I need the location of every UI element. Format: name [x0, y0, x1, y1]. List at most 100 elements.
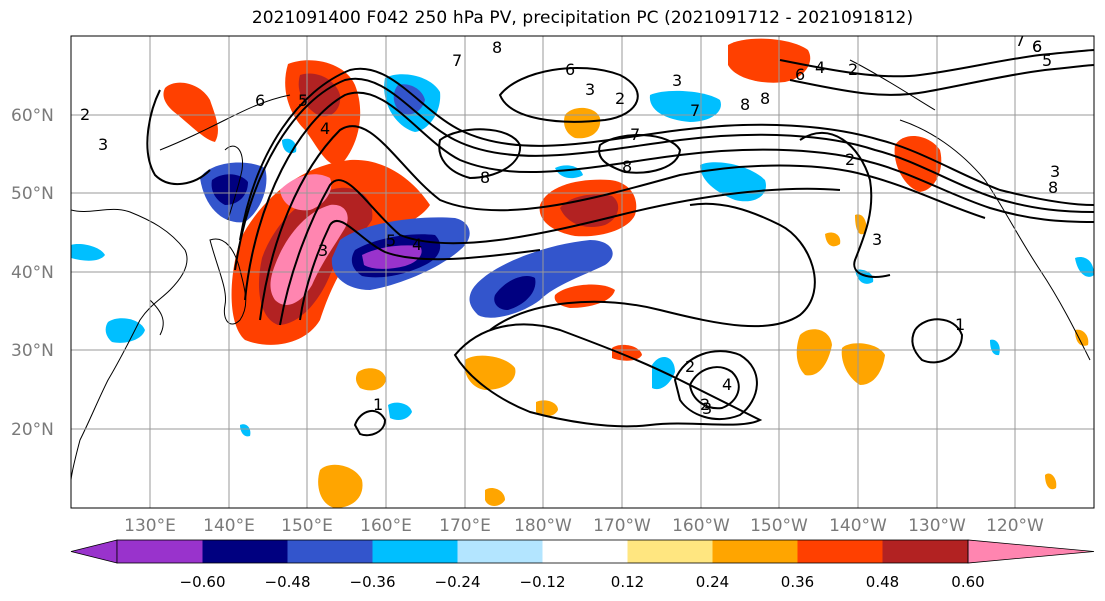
contour-label: 5	[298, 91, 308, 110]
colorbar-tick-label: 0.24	[696, 573, 729, 591]
precip-blob	[105, 318, 145, 343]
lon-label: 130°W	[908, 516, 966, 536]
contour-label: 2	[848, 60, 858, 79]
colorbar-segment	[287, 540, 373, 563]
lon-label: 140°E	[203, 516, 255, 536]
pv-contour	[244, 91, 1094, 301]
contour-label: 3	[98, 135, 108, 154]
contour-label: 5	[386, 231, 396, 250]
lon-label: 180°W	[514, 516, 572, 536]
lat-label: 30°N	[11, 341, 54, 361]
colorbar-tick-label: −0.48	[265, 573, 311, 591]
pv-contour	[673, 350, 758, 420]
lon-label: 160°E	[360, 516, 412, 536]
colorbar-segment	[627, 540, 713, 563]
contour-label: 6	[1032, 37, 1042, 56]
pv-contour	[453, 323, 763, 428]
map-title: 2021091400 F042 250 hPa PV, precipitatio…	[251, 8, 914, 28]
lat-label: 50°N	[11, 184, 54, 204]
precip-blob	[318, 464, 363, 508]
lon-label: 130°E	[124, 516, 176, 536]
contour-label: 2	[700, 395, 710, 414]
colorbar-segment	[372, 540, 458, 563]
pv-contour	[146, 89, 211, 186]
colorbar-tick-label: 0.60	[951, 573, 984, 591]
contour-label: 3	[585, 80, 595, 99]
colorbar-segment	[117, 540, 203, 563]
pv-contours	[146, 49, 1094, 437]
contour-label: 3	[872, 230, 882, 249]
pv-contour	[598, 134, 682, 174]
precip-blob	[362, 245, 422, 269]
precip-blob	[494, 275, 536, 310]
lon-label: 170°W	[593, 516, 651, 536]
pv-contour	[911, 318, 964, 364]
colorbar-tick-label: −0.12	[520, 573, 566, 591]
coast-alaska	[849, 59, 936, 111]
pv-contour	[779, 49, 1094, 78]
coast-korea	[149, 299, 164, 336]
pv-contour	[299, 219, 541, 321]
pv-contour	[353, 410, 387, 437]
contour-label: 8	[740, 95, 750, 114]
pv-contour	[498, 66, 639, 123]
lon-axis: 130°E 140°E 150°E 160°E 170°E 180°W 170°…	[124, 516, 1044, 536]
colorbar-tick-label: 0.36	[781, 573, 814, 591]
colorbar-arrow-left	[70, 539, 118, 564]
map-frame	[70, 35, 1095, 509]
precip-blob	[841, 343, 885, 385]
contour-label: 8	[760, 89, 770, 108]
pv-contour	[799, 131, 891, 278]
contour-label: 8	[492, 38, 502, 57]
contour-label: 6	[255, 91, 265, 110]
lat-axis: 60°N 50°N 40°N 30°N 20°N	[11, 106, 54, 440]
colorbar-segment	[202, 540, 288, 563]
contour-label: 7	[630, 125, 640, 144]
pv-contour	[234, 77, 1094, 271]
lat-label: 60°N	[11, 106, 54, 126]
coast-okhotsk	[159, 94, 291, 151]
colorbar-segment	[712, 540, 798, 563]
precip-blob	[1045, 473, 1057, 490]
precip-blob	[485, 488, 505, 506]
colorbar-tick-label: −0.36	[350, 573, 396, 591]
contour-label: 3	[702, 399, 712, 418]
contour-label: 5	[1042, 51, 1052, 70]
contour-label: 1	[955, 315, 965, 334]
precip-blob	[355, 368, 386, 391]
precip-blob	[71, 244, 105, 261]
coast-asia	[71, 208, 188, 481]
pv-contour	[259, 125, 986, 321]
precip-blob	[1075, 329, 1089, 346]
precip-blob	[894, 135, 942, 192]
contour-label: 3	[672, 71, 682, 90]
colorbar: −0.60 −0.48 −0.36 −0.24 −0.12 0.12 0.24 …	[70, 539, 1095, 591]
colorbar-tick-label: −0.24	[435, 573, 481, 591]
coastlines	[71, 59, 1091, 481]
contour-label: 6	[1032, 37, 1042, 56]
contour-labels: 8 7 6 5 4 3 2 6 3 2 8 7 8 8 6 4 2 2 3 8 …	[80, 31, 1060, 418]
contour-label: 8	[480, 168, 490, 187]
coast-japan	[209, 238, 247, 325]
colorbar-segment	[457, 540, 543, 563]
pv-contour	[688, 366, 740, 410]
colorbar-tick-label: −0.60	[180, 573, 226, 591]
precip-blob	[393, 84, 425, 115]
precip-blob	[163, 82, 218, 142]
contour-label: 8	[622, 157, 632, 176]
lon-label: 120°W	[986, 516, 1044, 536]
lon-label: 150°W	[750, 516, 808, 536]
lon-label: 170°E	[439, 516, 491, 536]
gridlines	[71, 36, 1094, 508]
contour-label: 3	[1050, 162, 1060, 181]
contour-label: 3	[318, 241, 328, 260]
lat-label: 20°N	[11, 420, 54, 440]
contour-label: 1	[373, 395, 383, 414]
contour-label: 7	[1015, 31, 1025, 50]
precip-blob	[825, 232, 841, 247]
pv-contour	[279, 179, 841, 326]
precip-blob	[240, 424, 251, 437]
pv-contour	[489, 202, 816, 331]
pv-contour	[789, 64, 1094, 96]
